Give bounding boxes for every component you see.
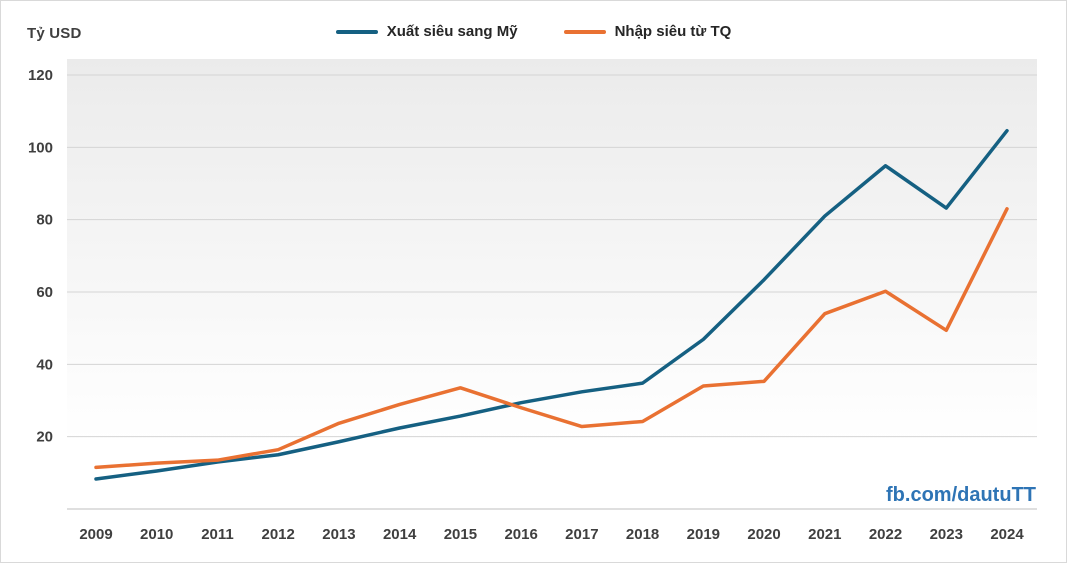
x-tick-label-2022: 2022 bbox=[869, 526, 902, 543]
x-tick-label-2016: 2016 bbox=[504, 526, 537, 543]
x-tick-label-2019: 2019 bbox=[687, 526, 720, 543]
y-tick-label-20: 20 bbox=[36, 429, 53, 446]
x-tick-label-2011: 2011 bbox=[201, 526, 234, 543]
y-tick-label-60: 60 bbox=[36, 284, 53, 301]
x-tick-label-2013: 2013 bbox=[322, 526, 355, 543]
y-tick-label-80: 80 bbox=[36, 212, 53, 229]
x-tick-label-2014: 2014 bbox=[383, 526, 417, 543]
x-tick-label-2012: 2012 bbox=[262, 526, 295, 543]
x-tick-label-2015: 2015 bbox=[444, 526, 477, 543]
y-tick-label-40: 40 bbox=[36, 356, 53, 373]
x-tick-label-2010: 2010 bbox=[140, 526, 173, 543]
x-tick-label-2023: 2023 bbox=[930, 526, 963, 543]
x-tick-label-2020: 2020 bbox=[747, 526, 780, 543]
y-tick-label-100: 100 bbox=[28, 139, 53, 156]
series-line-1 bbox=[94, 128, 1009, 481]
y-tick-label-120: 120 bbox=[28, 67, 53, 84]
y-axis-title: Tỷ USD bbox=[27, 25, 82, 42]
x-tick-label-2009: 2009 bbox=[79, 526, 112, 543]
plot-background bbox=[67, 59, 1037, 509]
series-line-2 bbox=[94, 207, 1009, 470]
x-tick-label-2017: 2017 bbox=[565, 526, 598, 543]
x-tick-label-2018: 2018 bbox=[626, 526, 659, 543]
x-tick-label-2024: 2024 bbox=[990, 526, 1024, 543]
x-tick-label-2021: 2021 bbox=[808, 526, 841, 543]
watermark-text: fb.com/dautuTT bbox=[886, 484, 1036, 506]
